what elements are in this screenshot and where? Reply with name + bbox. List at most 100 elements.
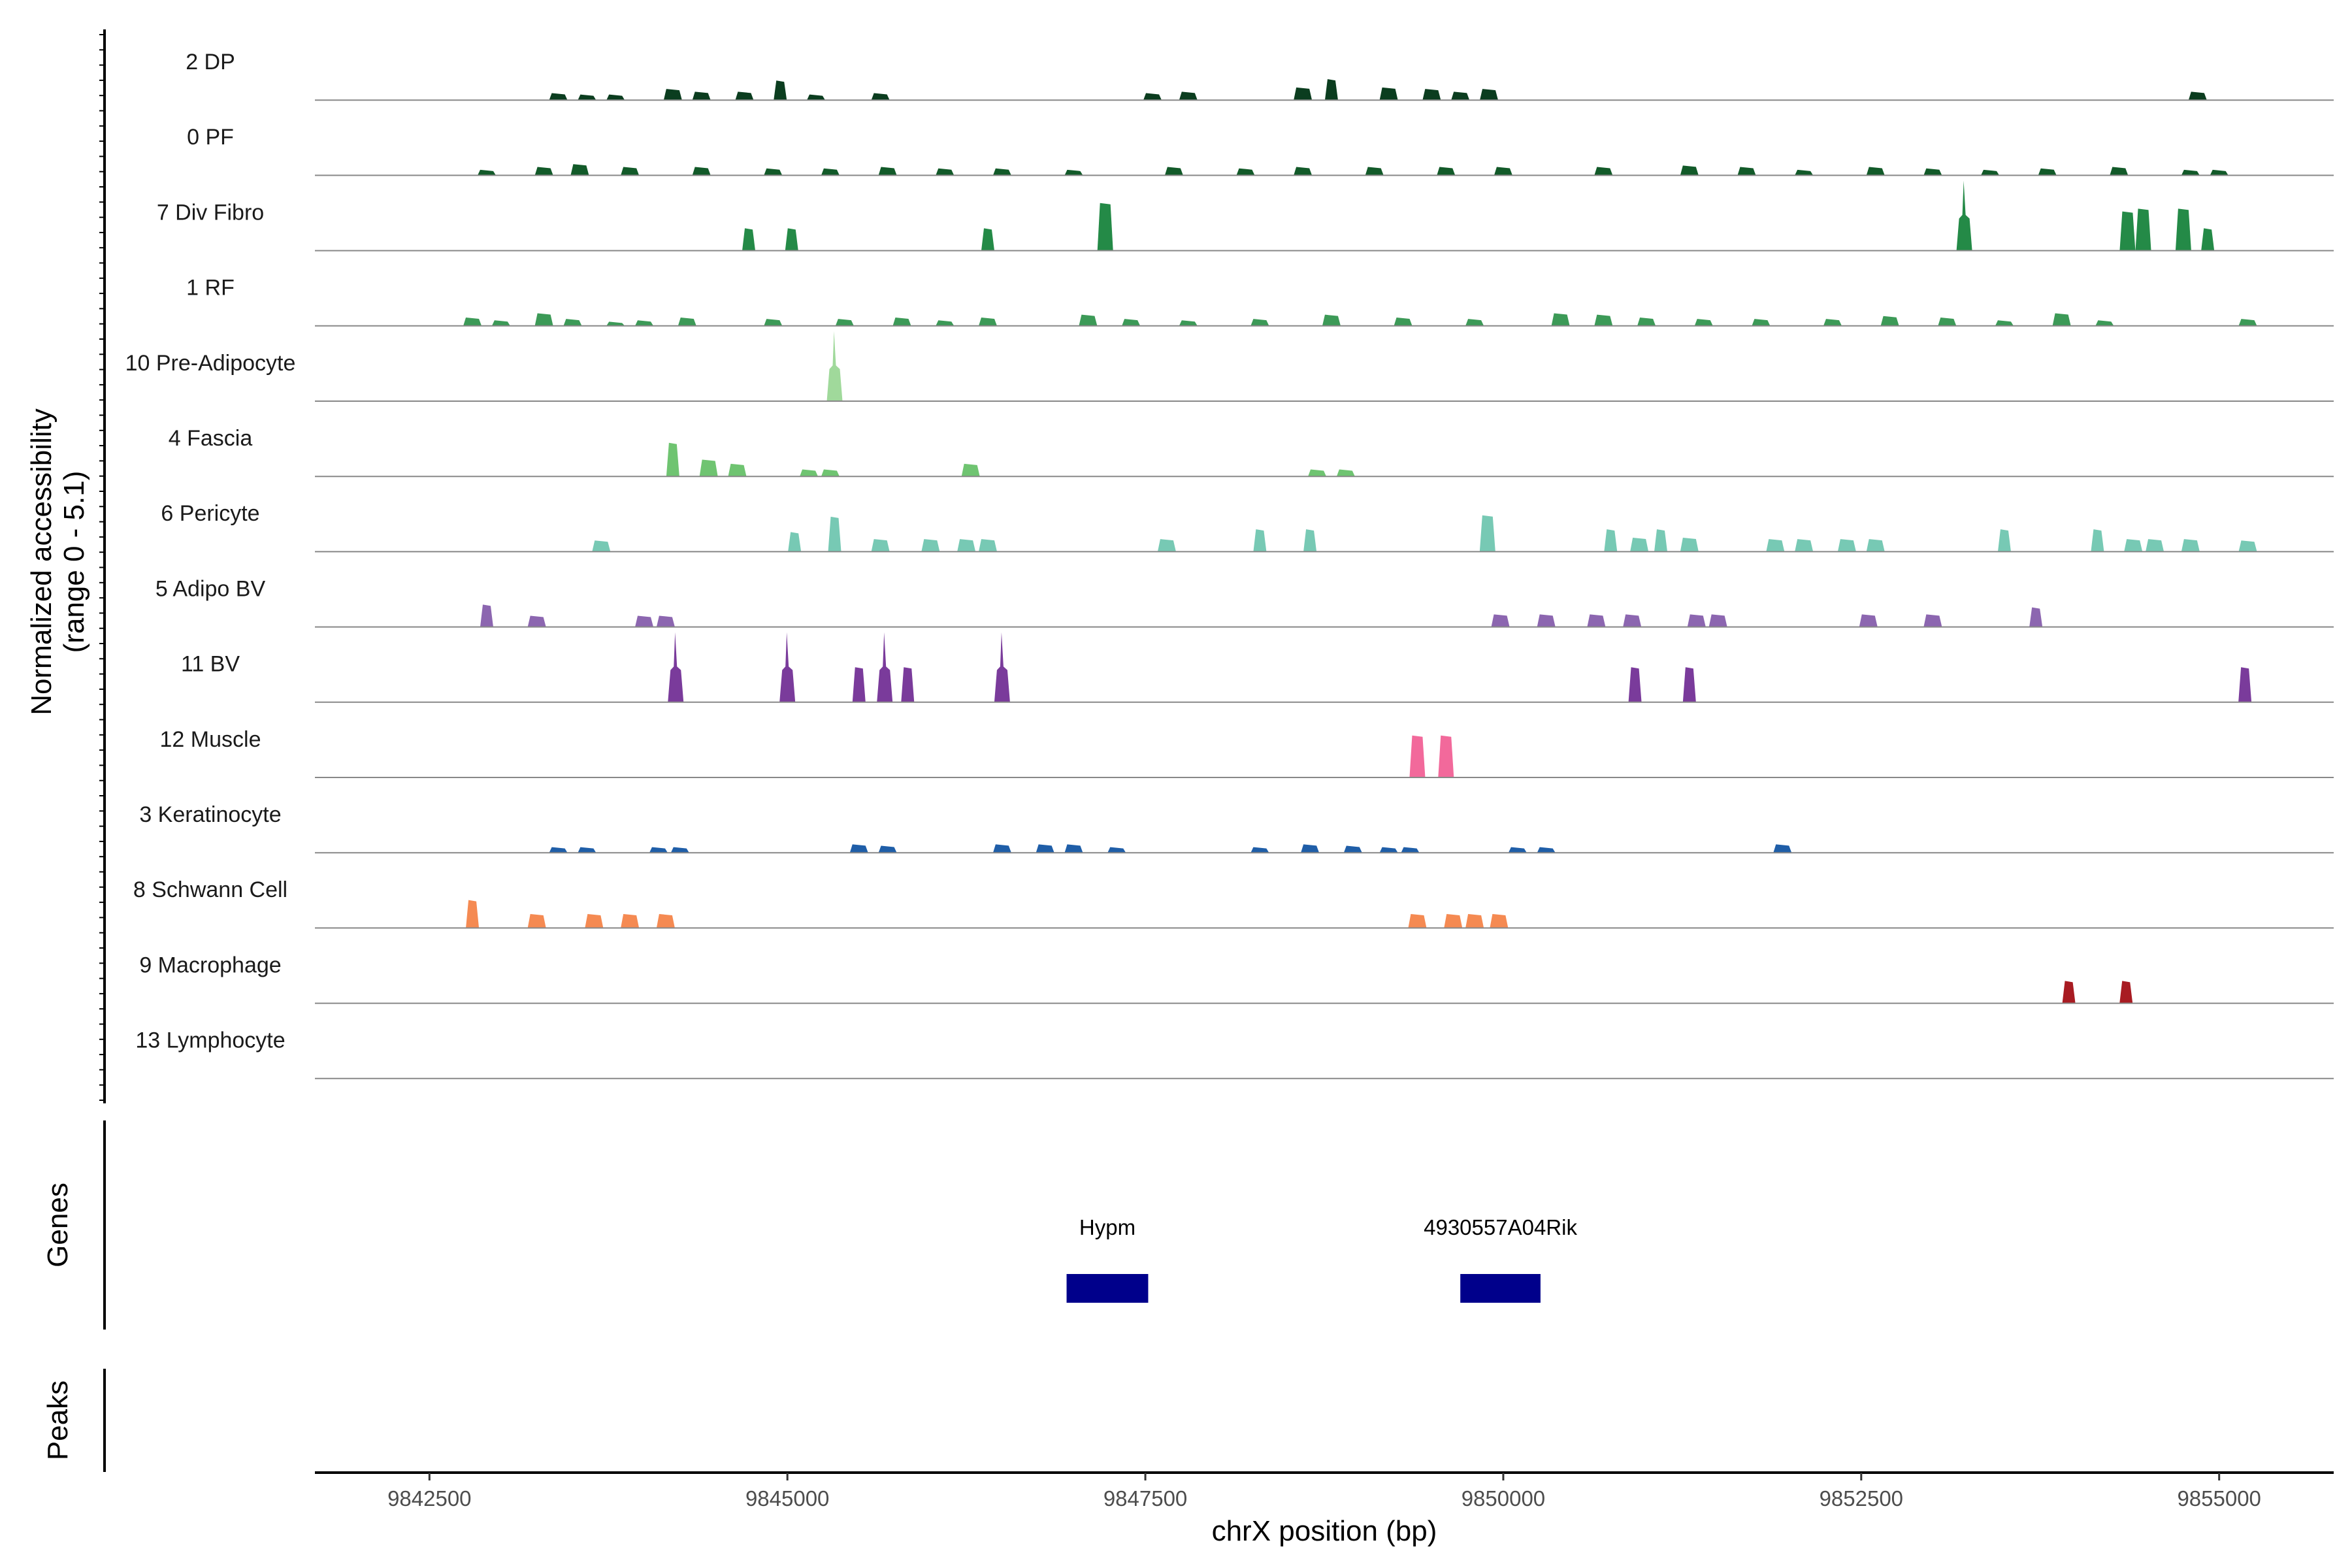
peak-mark — [807, 94, 826, 101]
peak-mark — [735, 91, 754, 101]
peak-mark — [800, 469, 819, 477]
gene-1: 4930557A04Rik — [1424, 1215, 1577, 1303]
peak-mark — [2188, 91, 2207, 101]
peak-mark — [1480, 89, 1499, 101]
peak-mark — [871, 539, 890, 552]
peak-mark — [1773, 844, 1792, 853]
peak-mark — [670, 847, 689, 853]
x-axis-title: chrX position (bp) — [1212, 1515, 1437, 1547]
peak-mark — [1680, 165, 1699, 176]
track-9: 12 Muscle — [160, 727, 2334, 778]
peak-mark — [921, 539, 940, 552]
peak-mark — [1708, 614, 1727, 627]
peak-mark — [871, 93, 890, 101]
peak-mark — [1143, 93, 1162, 101]
track-label: 9 Macrophage — [139, 953, 281, 977]
peak-mark — [1107, 847, 1126, 853]
peak-mark — [663, 89, 682, 101]
track-label: 12 Muscle — [160, 727, 261, 752]
peak-mark — [1253, 529, 1267, 552]
peak-mark — [2052, 313, 2071, 326]
track-label: 4 Fascia — [169, 426, 253, 451]
peak-mark — [1623, 614, 1642, 627]
peak-mark — [527, 615, 546, 627]
x-tick-label: 9855000 — [2177, 1486, 2261, 1511]
gene-body — [1066, 1274, 1149, 1303]
peak-mark — [2135, 208, 2151, 251]
peak-mark — [821, 469, 840, 477]
peak-mark — [2038, 168, 2057, 176]
peak-mark — [1687, 614, 1706, 627]
peak-mark — [1097, 203, 1113, 251]
peak-mark — [549, 847, 568, 853]
peak-mark — [1654, 529, 1667, 552]
peaks-axis-label: Peaks — [42, 1380, 74, 1460]
peak-mark — [1379, 87, 1398, 101]
peak-mark — [692, 167, 711, 176]
peak-mark — [821, 168, 840, 176]
peak-mark — [1587, 614, 1606, 627]
peak-mark — [1336, 469, 1355, 477]
peak-mark — [1236, 168, 1255, 176]
peak-mark — [2238, 540, 2257, 552]
track-label: 10 Pre-Adipocyte — [125, 351, 296, 376]
peak-mark — [606, 321, 625, 326]
peak-mark — [1343, 845, 1362, 853]
peak-mark — [1628, 667, 1642, 702]
track-label: 1 RF — [186, 276, 235, 301]
peak-mark — [1923, 168, 1942, 176]
peak-mark — [1437, 167, 1456, 176]
peak-mark — [835, 319, 854, 326]
peak-mark — [992, 844, 1011, 853]
peak-mark — [1997, 529, 2011, 552]
peak-mark — [1637, 317, 1656, 326]
x-tick-label: 9842500 — [387, 1486, 471, 1511]
peak-mark — [656, 615, 675, 627]
peak-mark — [728, 463, 747, 477]
peak-mark — [1079, 314, 1098, 326]
genes-panel: Hypm 4930557A04Rik — [1066, 1215, 1577, 1303]
peak-mark — [1438, 735, 1454, 777]
peak-mark — [852, 667, 866, 702]
peak-mark — [785, 228, 798, 251]
peak-mark — [779, 632, 796, 702]
peak-mark — [764, 168, 783, 176]
peak-mark — [742, 228, 756, 251]
track-label: 8 Schwann Cell — [133, 877, 287, 902]
x-axis-ticks: 9842500 9845000 9847500 9850000 9852500 98550… — [387, 1473, 2261, 1511]
track-0: 2 DP — [186, 50, 2334, 101]
peak-mark — [1795, 539, 1814, 552]
track-13: 13 Lymphocyte — [135, 1028, 2334, 1079]
peak-mark — [936, 168, 955, 176]
peak-mark — [901, 667, 915, 702]
peak-mark — [1737, 167, 1756, 176]
peak-mark — [1866, 167, 1885, 176]
gene-0: Hypm — [1066, 1215, 1149, 1303]
peak-mark — [1250, 319, 1269, 326]
peak-mark — [527, 913, 546, 928]
peak-mark — [1308, 469, 1327, 477]
peak-mark — [666, 442, 679, 477]
peak-mark — [2146, 539, 2164, 552]
track-label: 6 Pericyte — [161, 501, 259, 526]
peak-mark — [570, 164, 589, 176]
x-tick-label: 9852500 — [1820, 1486, 1903, 1511]
peak-mark — [1494, 167, 1512, 176]
peak-mark — [649, 847, 668, 853]
peak-mark — [1164, 167, 1183, 176]
peak-mark — [1981, 169, 2000, 176]
peak-mark — [1995, 320, 2014, 326]
peak-mark — [826, 331, 843, 401]
track-5: 4 Fascia — [169, 426, 2334, 478]
peak-mark — [1064, 169, 1083, 176]
peak-mark — [2238, 319, 2257, 326]
peak-mark — [2119, 211, 2136, 251]
peak-mark — [979, 539, 997, 552]
peak-mark — [1795, 169, 1814, 176]
peak-mark — [828, 516, 841, 552]
peak-mark — [563, 319, 582, 326]
peak-mark — [534, 313, 553, 326]
peak-mark — [1394, 317, 1413, 326]
peak-mark — [1537, 614, 1556, 627]
x-tick-label: 9847500 — [1103, 1486, 1187, 1511]
